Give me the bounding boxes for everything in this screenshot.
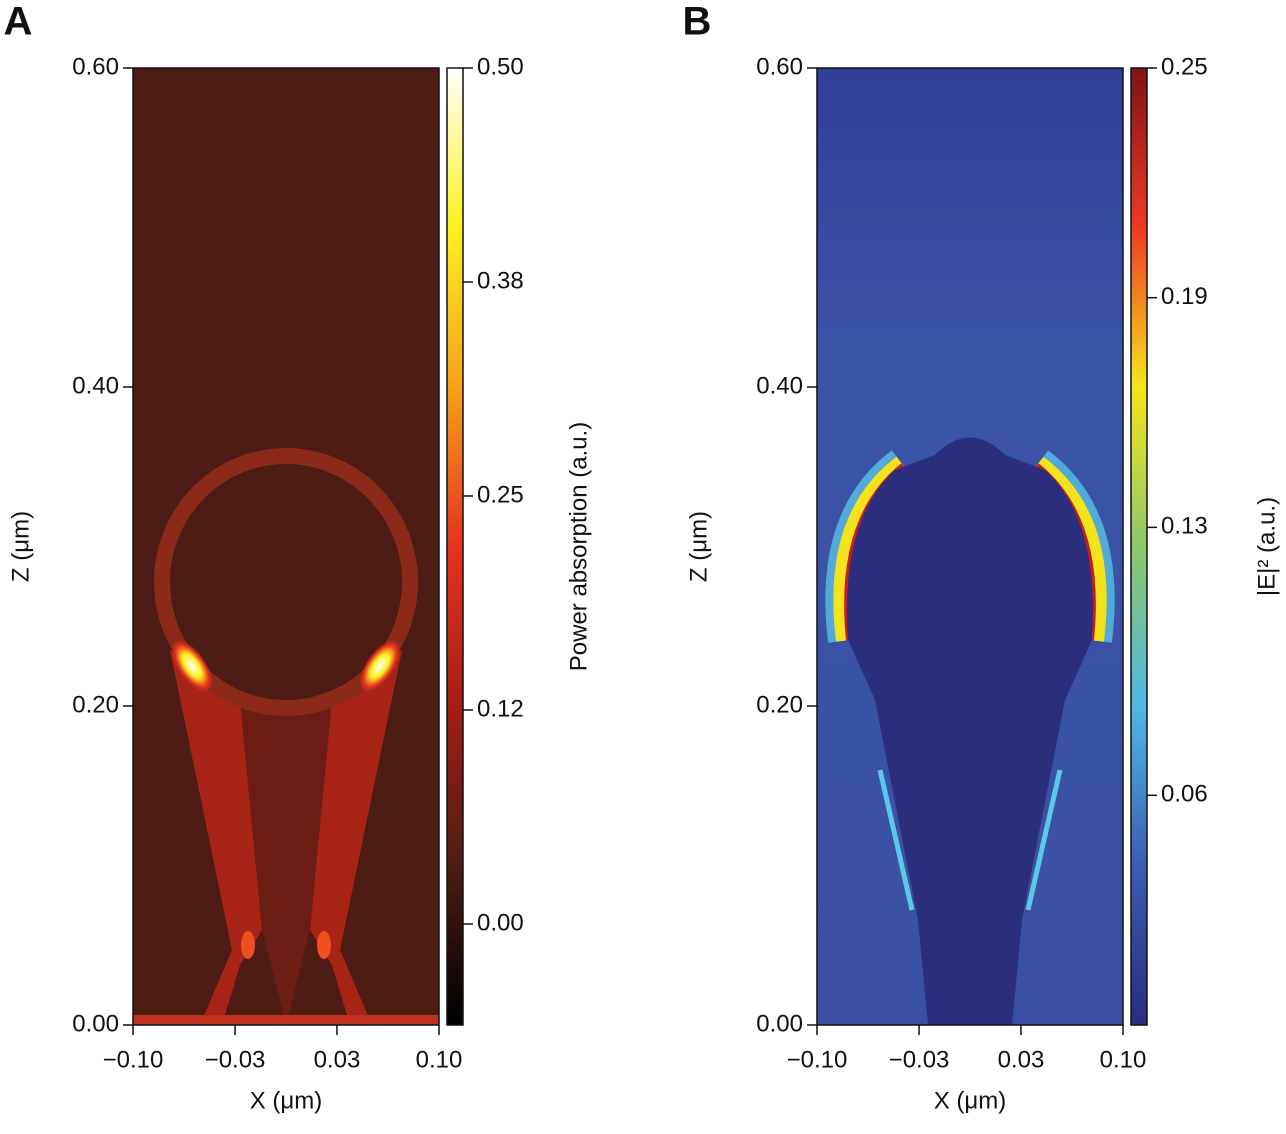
x-tick-label: 0.03 <box>314 1046 361 1073</box>
colorbar-tick-label: 0.06 <box>1161 781 1208 808</box>
x-axis-label: X (μm) <box>250 1087 322 1114</box>
y-axis-label: Z (μm) <box>685 511 712 582</box>
x-tick-label: 0.10 <box>416 1046 463 1073</box>
field-b <box>817 68 1123 1025</box>
plot-frame <box>816 67 1124 1026</box>
colorbar-label: Power absorption (a.u.) <box>565 422 592 671</box>
colorbar <box>1130 67 1148 1026</box>
colorbar-tick-label: 0.25 <box>1161 53 1208 80</box>
y-tick-label: 0.00 <box>72 1010 119 1037</box>
y-tick-label: 0.20 <box>756 691 803 718</box>
x-axis-label: X (μm) <box>934 1087 1006 1114</box>
x-tick-label: 0.03 <box>998 1046 1045 1073</box>
colorbar <box>446 67 464 1026</box>
y-tick-label: 0.40 <box>72 372 119 399</box>
panel-label: A <box>4 0 33 44</box>
x-tick-label: −0.03 <box>205 1046 266 1073</box>
y-tick-label: 0.60 <box>756 53 803 80</box>
colorbar-tick-label: 0.00 <box>477 909 524 936</box>
colorbar-tick-label: 0.25 <box>477 481 524 508</box>
colorbar-tick-label: 0.13 <box>1161 513 1208 540</box>
colorbar-tick-label: 0.50 <box>477 53 524 80</box>
plot-frame <box>132 67 440 1026</box>
x-tick-label: −0.10 <box>787 1046 848 1073</box>
colorbar-label: |E|² (a.u.) <box>1253 497 1280 596</box>
panel-label: B <box>683 0 712 44</box>
x-tick-label: −0.03 <box>889 1046 950 1073</box>
field-a <box>133 68 439 1025</box>
x-tick-label: −0.10 <box>103 1046 164 1073</box>
y-axis-label: Z (μm) <box>7 511 34 582</box>
colorbar-tick-label: 0.19 <box>1161 283 1208 310</box>
y-tick-label: 0.40 <box>756 372 803 399</box>
colorbar-tick-label: 0.12 <box>477 695 524 722</box>
y-tick-label: 0.00 <box>756 1010 803 1037</box>
x-tick-label: 0.10 <box>1100 1046 1147 1073</box>
colorbar-tick-label: 0.38 <box>477 267 524 294</box>
y-tick-label: 0.20 <box>72 691 119 718</box>
y-tick-label: 0.60 <box>72 53 119 80</box>
